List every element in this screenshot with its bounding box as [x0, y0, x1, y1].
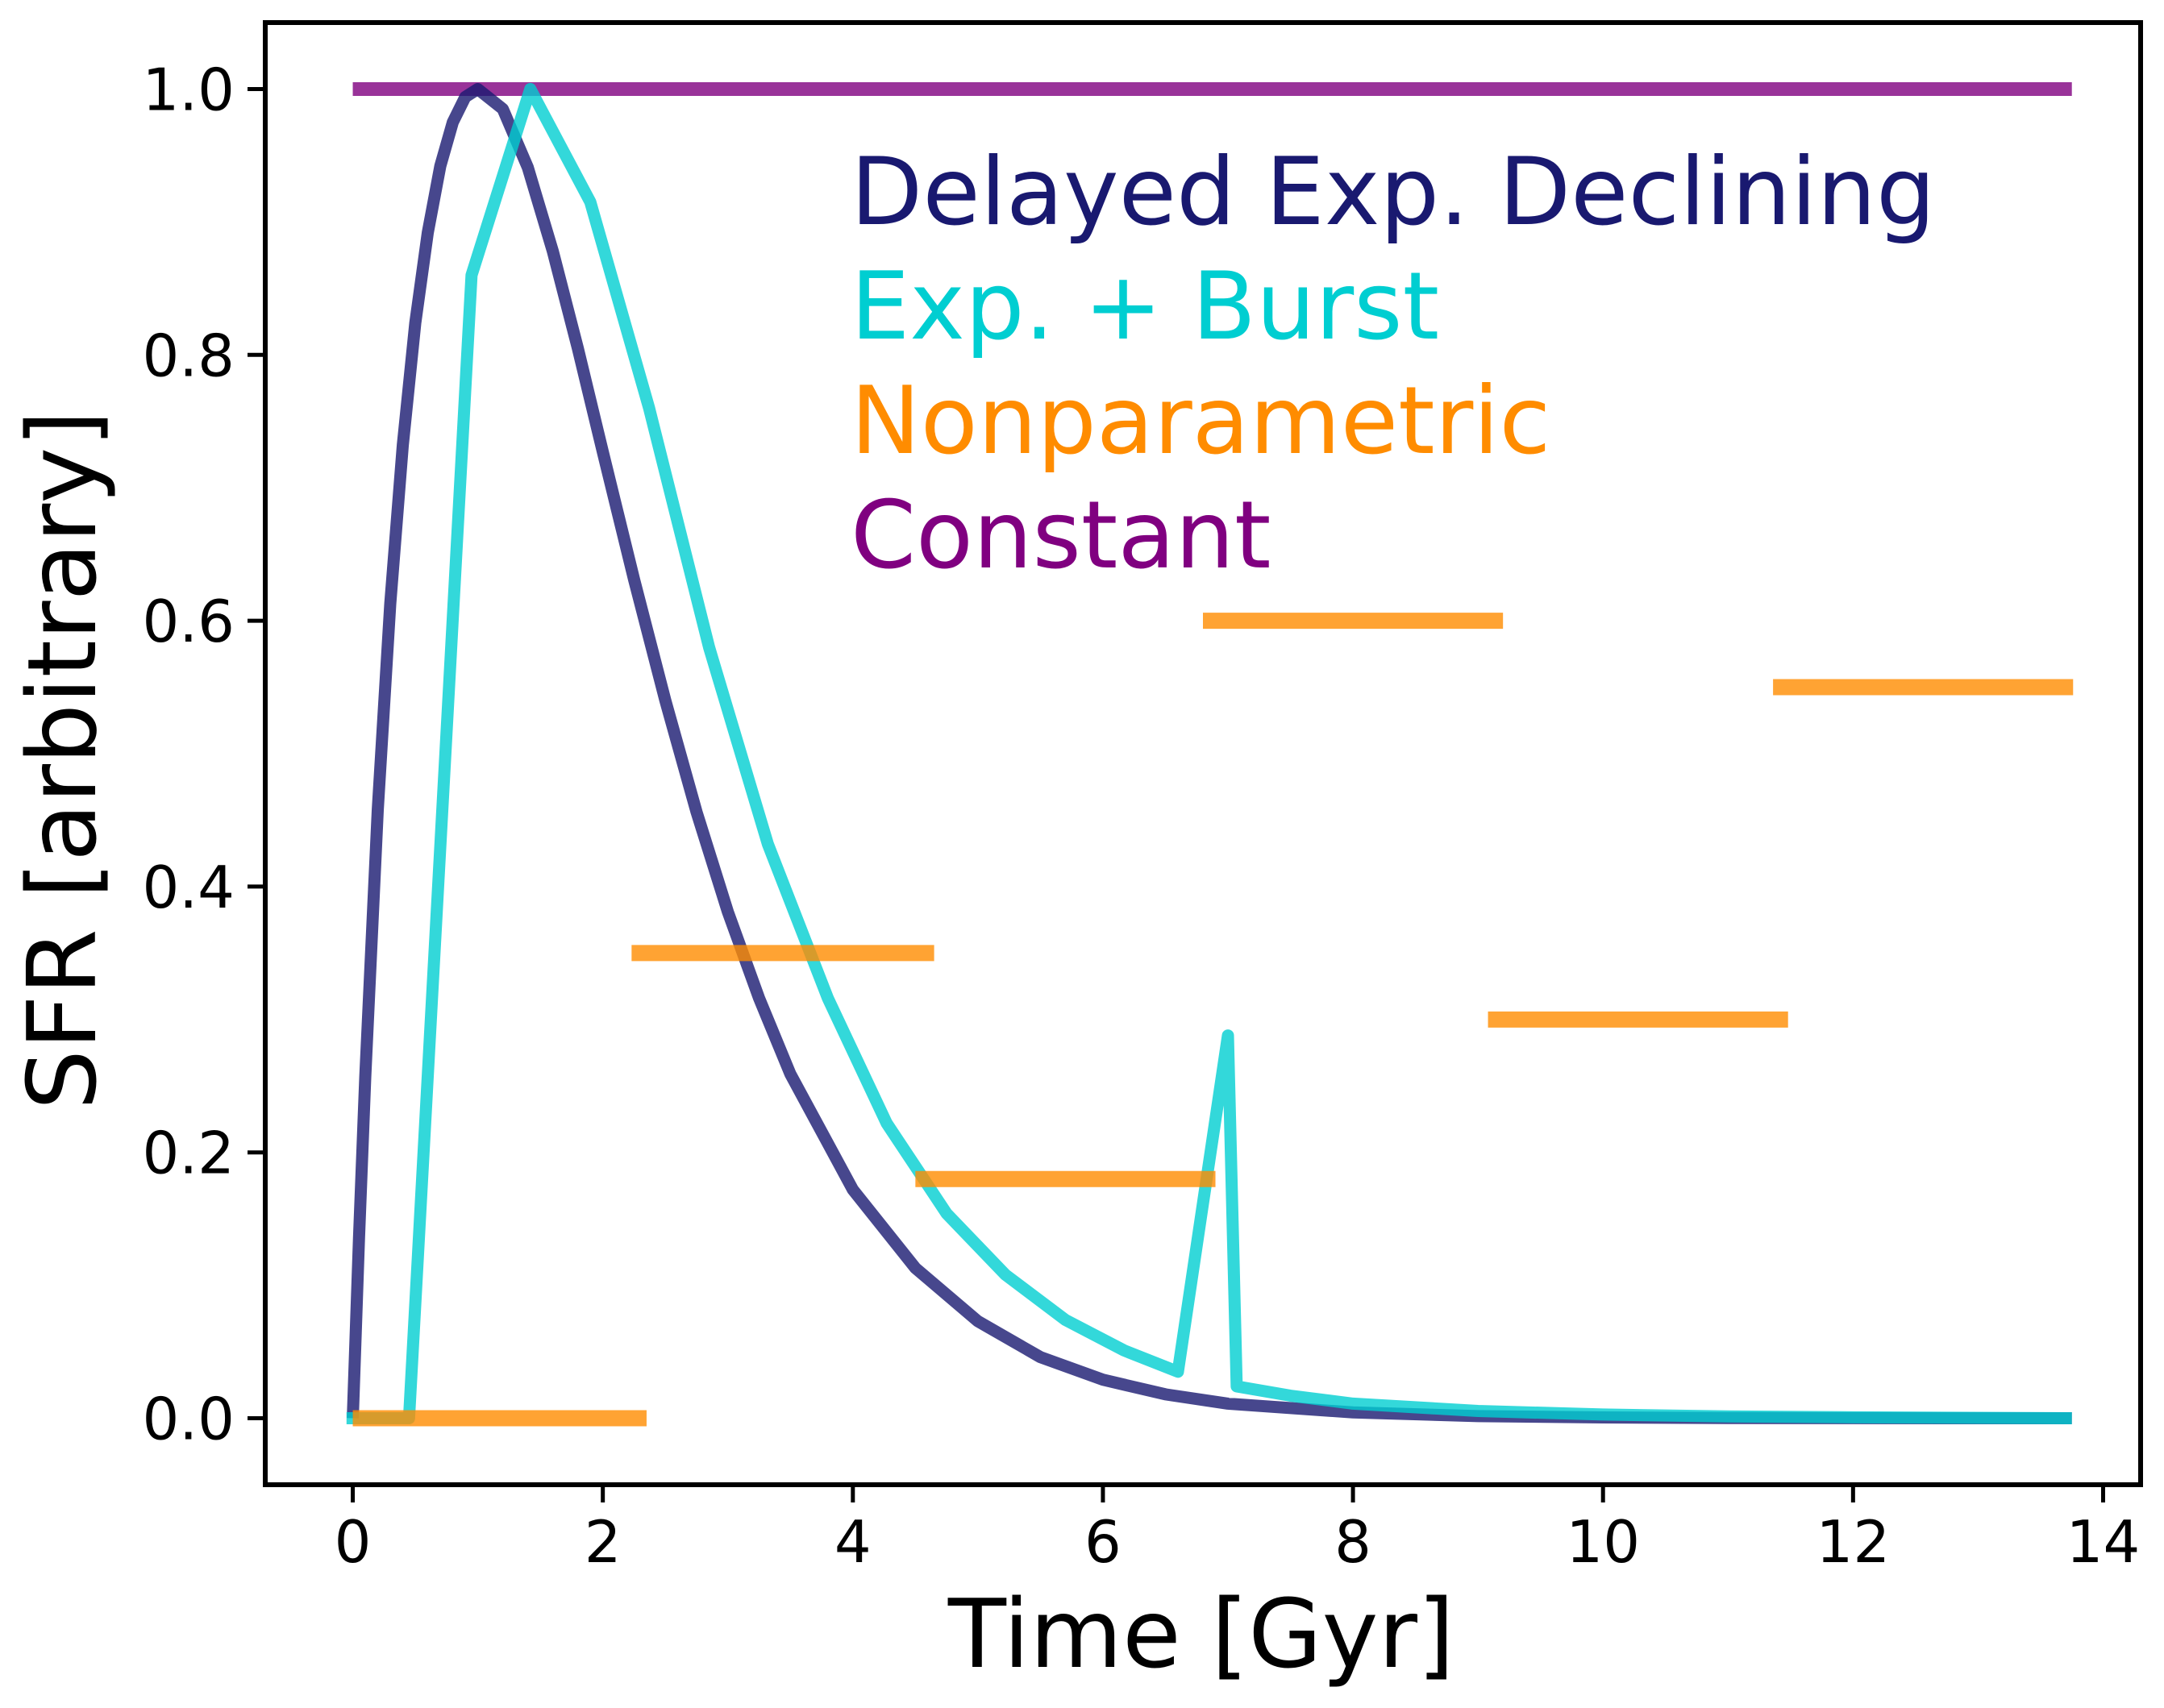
series-layer — [346, 81, 2074, 1427]
plot-frame — [263, 20, 2143, 1487]
x-tick-label: 0 — [335, 1508, 372, 1576]
y-tick-label: 0.2 — [142, 1120, 235, 1187]
legend-entry-nonparametric: Nonparametric — [851, 367, 1550, 476]
x-tick-label: 12 — [1817, 1508, 1891, 1576]
x-tick-label: 2 — [585, 1508, 622, 1576]
y-tick-label: 0.6 — [142, 588, 235, 655]
y-tick-label: 1.0 — [142, 56, 235, 123]
axes-layer: 0 2 4 6 8 10 12 14 0.0 0.2 0.4 0.6 0.8 1.0 — [142, 20, 2143, 1576]
legend-entry-delayed-exp-declining: Delayed Exp. Declining — [851, 138, 1936, 247]
series-delayed-exp-declining — [347, 82, 2072, 1425]
y-tick-label: 0.4 — [142, 854, 235, 921]
legend-entry-constant: Constant — [851, 481, 1271, 590]
series-exp-burst — [346, 82, 2072, 1425]
x-tick-label: 6 — [1084, 1508, 1122, 1576]
y-tick-label: 0.0 — [142, 1386, 235, 1453]
x-tick-label: 8 — [1334, 1508, 1371, 1576]
x-tick-label: 4 — [834, 1508, 872, 1576]
series-nonparametric — [352, 613, 2074, 1427]
y-tick-label: 0.8 — [142, 322, 235, 389]
x-axis-title: Time [Gyr] — [947, 1578, 1454, 1689]
y-axis-title: SFR [arbitrary] — [6, 410, 118, 1110]
x-tick-label: 14 — [2066, 1508, 2141, 1576]
x-tick-label: 10 — [1566, 1508, 1640, 1576]
legend-entry-exp-burst: Exp. + Burst — [851, 252, 1439, 361]
